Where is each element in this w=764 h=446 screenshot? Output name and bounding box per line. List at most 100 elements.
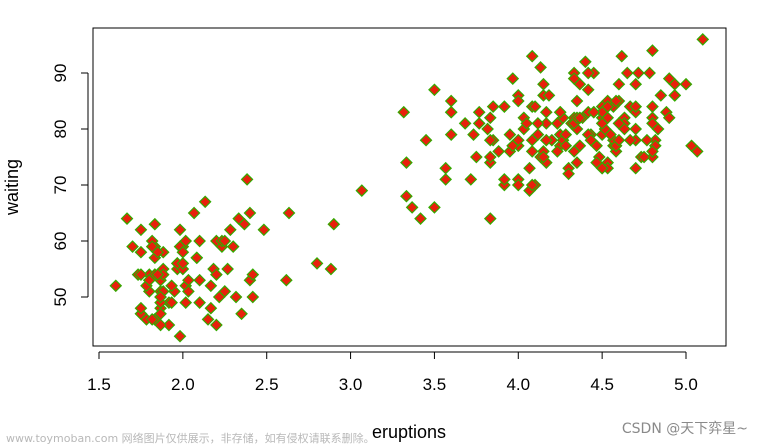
data-point: [243, 206, 257, 220]
y-axis: 50 60 70 80 90: [51, 64, 89, 307]
data-point: [559, 128, 573, 141]
y-tick-label: 80: [51, 120, 70, 139]
data-point: [534, 61, 547, 74]
data-point: [567, 72, 581, 85]
data-point: [109, 279, 123, 293]
data-point: [601, 100, 615, 113]
data-point: [148, 217, 162, 231]
data-point: [503, 128, 517, 141]
data-point: [612, 77, 626, 91]
data-point: [193, 273, 206, 287]
data-point: [240, 173, 254, 186]
data-point: [464, 173, 478, 186]
data-point: [472, 105, 486, 119]
data-point: [581, 83, 595, 97]
data-point: [134, 245, 148, 259]
data-point: [620, 66, 634, 80]
data-point: [193, 234, 206, 248]
data-point: [120, 212, 134, 225]
data-point: [210, 268, 223, 281]
x-tick-label: 3.0: [339, 375, 363, 394]
data-point: [134, 268, 148, 281]
data-point: [246, 290, 260, 304]
data-point: [573, 111, 587, 125]
data-point: [654, 89, 668, 102]
x-tick-label: 3.5: [423, 375, 447, 394]
data-point: [646, 145, 659, 158]
data-point: [629, 122, 643, 136]
data-point: [400, 189, 413, 203]
data-point: [696, 33, 710, 46]
data-point: [327, 217, 341, 231]
data-point: [573, 139, 587, 153]
data-point: [444, 105, 458, 119]
data-point: [483, 150, 497, 164]
data-point: [145, 313, 159, 326]
data-point: [472, 117, 486, 130]
data-point: [525, 49, 539, 63]
data-point: [483, 111, 497, 125]
y-tick-label: 50: [51, 288, 70, 307]
data-point: [531, 117, 545, 130]
data-point: [579, 55, 592, 69]
data-point: [400, 156, 413, 169]
data-point: [483, 212, 497, 225]
data-point: [623, 133, 637, 147]
data-point: [162, 318, 176, 332]
data-point: [397, 105, 411, 119]
data-point: [355, 184, 369, 197]
data-point: [198, 195, 212, 209]
data-point: [520, 117, 534, 130]
data-point: [246, 268, 260, 281]
data-point: [498, 100, 511, 113]
data-point: [173, 223, 187, 237]
y-tick-label: 60: [51, 232, 70, 251]
data-point: [685, 139, 698, 153]
data-point: [646, 100, 659, 113]
data-point: [134, 301, 148, 315]
data-point: [151, 245, 165, 259]
data-point: [559, 139, 573, 153]
data-point: [324, 262, 338, 276]
data-point: [467, 128, 480, 141]
data-point: [439, 173, 453, 186]
data-point: [609, 94, 623, 108]
data-point: [483, 133, 497, 147]
data-point: [528, 100, 542, 113]
data-point: [612, 117, 626, 130]
x-tick-label: 2.5: [255, 375, 279, 394]
data-point: [444, 128, 458, 141]
data-point: [210, 318, 223, 332]
data-point: [662, 72, 676, 85]
plot-frame: [92, 27, 727, 347]
data-point: [235, 307, 248, 321]
data-point: [282, 206, 296, 220]
data-point: [584, 133, 598, 147]
data-point: [428, 201, 441, 214]
x-tick-label: 1.5: [87, 375, 111, 394]
data-point: [165, 296, 178, 309]
data-point: [187, 206, 201, 220]
data-point: [570, 94, 584, 108]
data-point: [525, 178, 539, 192]
data-point: [204, 279, 218, 293]
data-point: [193, 296, 206, 309]
data-point: [595, 117, 609, 130]
data-point: [182, 285, 195, 298]
x-tick-label: 2.0: [171, 375, 195, 394]
data-point: [542, 89, 556, 102]
data-point: [511, 94, 525, 108]
data-point: [646, 44, 659, 57]
y-tick-label: 90: [51, 64, 70, 83]
data-point: [615, 49, 629, 63]
data-point: [511, 133, 525, 147]
data-point: [679, 77, 693, 91]
data-point: [481, 122, 494, 136]
data-point: [511, 178, 525, 192]
data-point: [492, 145, 506, 158]
data-point: [590, 156, 603, 169]
data-point: [458, 117, 472, 130]
data-point: [668, 89, 682, 102]
data-point: [223, 223, 237, 237]
